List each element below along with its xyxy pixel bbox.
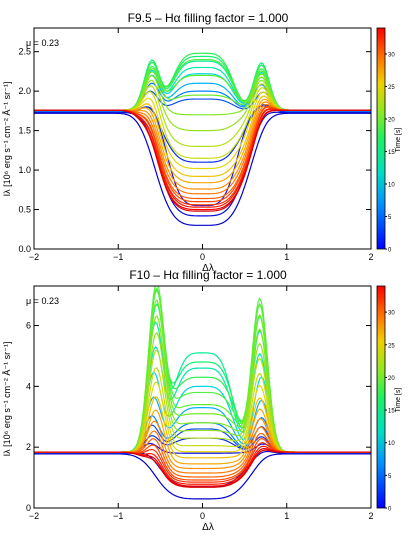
x-tick-label: −1 [113, 511, 123, 521]
series-line-t9 [34, 371, 371, 453]
y-tick-label: 4 [26, 381, 31, 391]
x-axis-label: Δλ [202, 263, 214, 274]
series-line-t10 [34, 69, 371, 111]
series-line-t30 [34, 108, 371, 206]
colorbar-tick-label: 20 [388, 118, 395, 124]
series-line-t15 [34, 52, 371, 111]
x-tick-label: −1 [113, 252, 123, 262]
colorbar-tick-label: 25 [388, 343, 395, 349]
colorbar-tick-label: 0 [388, 507, 392, 513]
series-line-t12 [34, 321, 371, 453]
series-line-t6 [34, 82, 371, 112]
series-line-t27 [34, 432, 371, 478]
x-tick-label: −2 [29, 511, 39, 521]
x-axis-label: Δλ [202, 522, 214, 533]
top-panel: F9.5 – Hα filling factor = 1.000 μ = 0.2… [2, 11, 402, 274]
series-line-t4 [34, 90, 371, 112]
series-line-t32 [34, 449, 371, 488]
colorbar-tick-label: 30 [388, 53, 395, 59]
series-line-t14 [34, 288, 371, 453]
series-line-t27 [34, 103, 371, 195]
series-line-t13 [34, 302, 371, 453]
series-line-t15 [34, 286, 371, 453]
colorbar-tick-label: 20 [388, 376, 395, 382]
series-line-t1 [34, 111, 371, 217]
x-tick-label: 2 [368, 252, 373, 262]
series-lines [34, 52, 371, 226]
x-tick-label: −2 [29, 252, 39, 262]
colorbar-tick-label: 5 [388, 474, 392, 480]
colorbar-tick-label: 25 [388, 85, 395, 91]
series-line-t32 [34, 109, 371, 211]
colorbar-tick-label: 15 [388, 150, 395, 156]
series-line-t0 [34, 453, 371, 500]
series-line-t26 [34, 426, 371, 474]
series-lines [34, 286, 371, 500]
series-line-t4 [34, 424, 371, 454]
mu-annotation: μ = 0.23 [26, 296, 59, 306]
bottom-panel: F10 – Hα filling factor = 1.000 μ = 0.23… [2, 268, 402, 533]
y-tick-label: 1.5 [18, 126, 31, 136]
x-tick-label: 0 [200, 511, 205, 521]
y-tick-label: 2.5 [18, 47, 31, 57]
colorbar: Time [s] 0 5 10 15 20 25 30 [376, 285, 402, 513]
x-tick-label: 1 [284, 511, 289, 521]
series-line-t13 [34, 60, 371, 111]
y-tick-label: 2 [26, 442, 31, 452]
colorbar-gradient [376, 285, 386, 509]
colorbar-tick-label: 10 [388, 183, 395, 189]
y-tick-label: 6 [26, 321, 31, 331]
series-line-t3 [34, 104, 371, 163]
series-line-t1 [34, 450, 371, 488]
plot-area: −2 −1 0 1 2 0 2 4 6 [26, 285, 374, 521]
series-line-t25 [34, 418, 371, 470]
y-tick-label: 2.0 [18, 86, 31, 96]
colorbar-label: Time [s] [395, 128, 402, 153]
series-line-t2 [34, 105, 371, 207]
y-axis-label: Iλ [10⁶ erg s⁻¹ cm⁻² Å⁻¹ sr⁻¹] [2, 82, 12, 197]
y-tick-label: 0.5 [18, 205, 31, 215]
y-tick-label: 1.0 [18, 165, 31, 175]
plot-frame [33, 285, 372, 509]
series-line-t21 [34, 367, 371, 453]
y-tick-label: 0.0 [18, 244, 31, 254]
y-axis-label: Iλ [10⁶ erg s⁻¹ cm⁻² Å⁻¹ sr⁻¹] [2, 342, 12, 457]
series-line-t20 [34, 79, 371, 132]
series-line-t22 [34, 87, 371, 159]
series-line-t23 [34, 396, 371, 459]
series-line-t12 [34, 65, 371, 111]
series-line-t18 [34, 314, 371, 453]
colorbar-tick-label: 30 [388, 311, 395, 317]
series-line-t8 [34, 74, 371, 112]
plot-area: −2 −1 0 1 2 0.0 0.5 1.0 1.5 2.0 2.5 [18, 27, 374, 262]
series-line-t28 [34, 105, 371, 200]
chart-title: F10 – Hα filling factor = 1.000 [129, 268, 287, 282]
chart-title: F9.5 – Hα filling factor = 1.000 [128, 11, 289, 25]
y-tick-label: 0 [26, 503, 31, 513]
series-line-t0 [34, 112, 371, 226]
series-line-t29 [34, 442, 371, 483]
colorbar-tick-label: 0 [388, 248, 392, 254]
series-line-t29 [34, 106, 371, 203]
x-tick-label: 1 [284, 252, 289, 262]
colorbar-tick-label: 5 [388, 215, 392, 221]
series-line-t16 [34, 287, 371, 453]
mu-annotation: μ = 0.23 [26, 38, 59, 48]
x-tick-label: 2 [368, 511, 373, 521]
series-line-t7 [34, 396, 371, 453]
series-line-t28 [34, 438, 371, 481]
x-tick-label: 0 [200, 252, 205, 262]
colorbar-label: Time [s] [395, 388, 402, 413]
colorbar-tick-label: 15 [388, 409, 395, 415]
series-line-t5 [34, 415, 371, 453]
colorbar-tick-label: 10 [388, 441, 395, 447]
series-line-t17 [34, 67, 371, 111]
series-line-t33 [34, 109, 371, 212]
colorbar: Time [s] 0 5 10 15 20 25 30 [376, 27, 402, 254]
series-line-t24 [34, 95, 371, 177]
series-line-t24 [34, 408, 371, 465]
colorbar-gradient [376, 27, 386, 250]
series-line-t20 [34, 349, 371, 453]
